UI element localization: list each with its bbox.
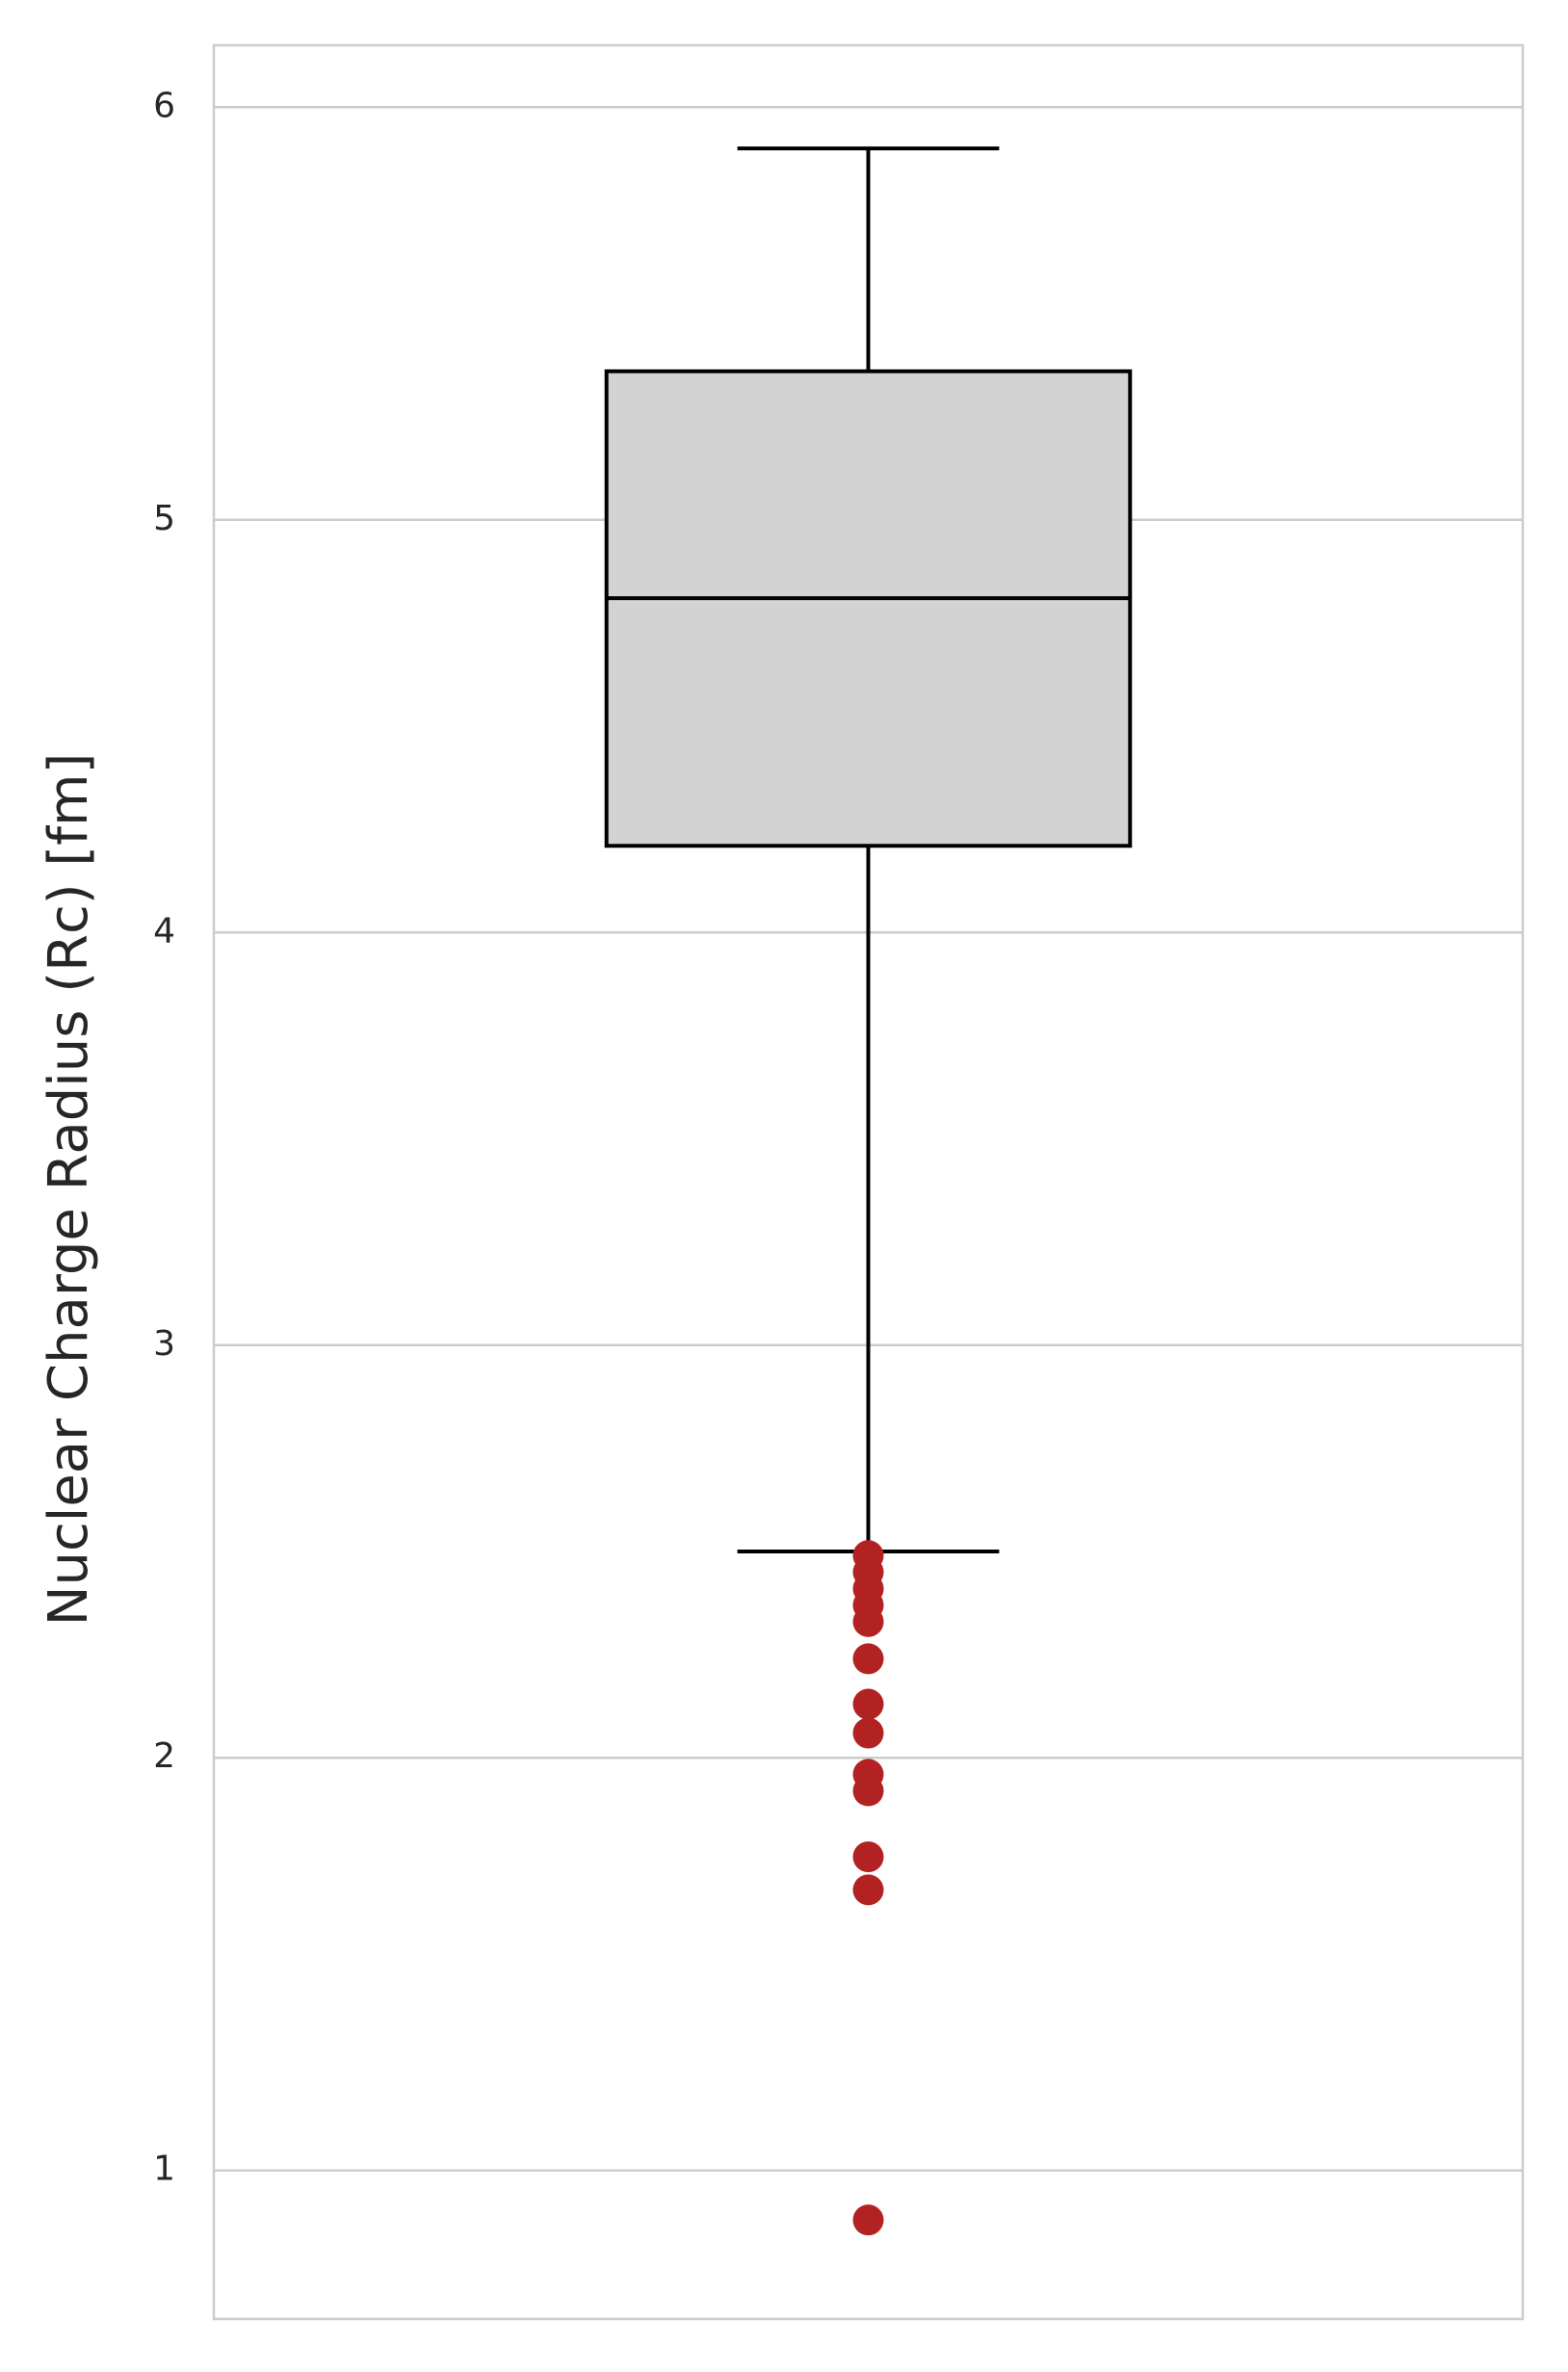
- y-tick-label: 6: [153, 86, 175, 125]
- y-tick-label: 3: [153, 1324, 175, 1364]
- outlier: [852, 1605, 884, 1637]
- y-tick-label: 2: [153, 1736, 175, 1776]
- y-tick-label: 4: [153, 911, 175, 951]
- outlier: [852, 1717, 884, 1749]
- y-axis-label: Nuclear Charge Radius (Rc) [fm]: [38, 753, 100, 1627]
- outlier: [852, 1841, 884, 1873]
- outlier: [852, 1688, 884, 1720]
- outlier: [852, 1775, 884, 1807]
- plot-frame: [212, 43, 1525, 2321]
- y-tick-label: 5: [153, 499, 175, 538]
- y-tick-label: 1: [153, 2150, 175, 2189]
- box: [604, 369, 1133, 848]
- outlier: [852, 1874, 884, 1906]
- outlier: [852, 1643, 884, 1675]
- outlier: [852, 2204, 884, 2236]
